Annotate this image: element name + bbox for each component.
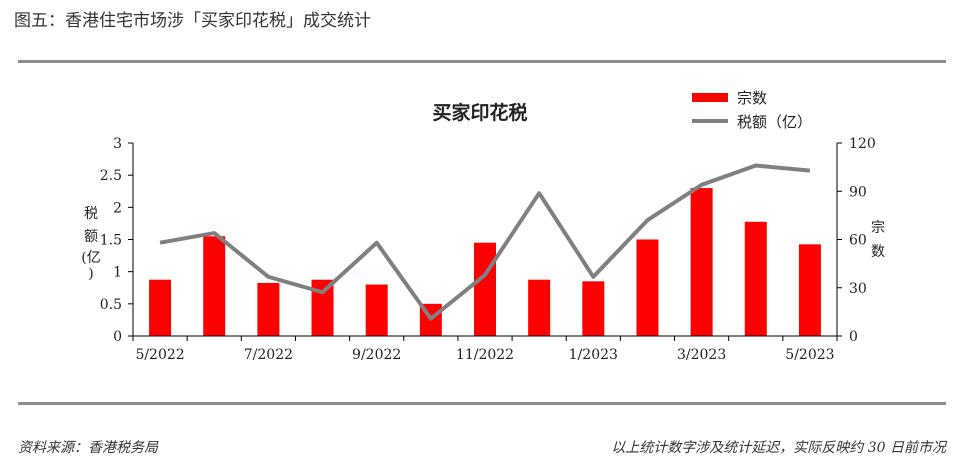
left-tick-label: 2.5: [100, 168, 122, 184]
top-rule: [18, 60, 946, 63]
chart-title: 买家印花税: [432, 101, 527, 124]
right-axis-ticks: 0 30 60 90 120: [837, 136, 876, 345]
x-axis-ticks: 5/2022 7/2022 9/2022 11/2022 1/2023 3/2023 5/2…: [132, 336, 838, 363]
right-tick-label: 60: [849, 233, 867, 249]
legend-bar-label: 宗数: [737, 89, 767, 107]
x-tick-label: 5/2023: [785, 347, 834, 363]
x-tick-label: 11/2022: [456, 347, 514, 363]
left-axis-label: 税额 (亿): [81, 206, 100, 282]
right-tick-label: 120: [849, 136, 876, 152]
right-axis-label: 宗数: [871, 220, 885, 260]
right-tick-label: 90: [849, 184, 867, 200]
bar-6/2022: [203, 236, 226, 336]
legend-bar-swatch: [692, 93, 728, 102]
right-axis-label-char: 宗: [871, 220, 885, 236]
left-axis-label-char: 额: [84, 229, 98, 245]
bar-8/2022: [311, 279, 334, 336]
left-tick-label: 0: [113, 329, 122, 345]
bar-5/2023: [798, 244, 821, 336]
bar-5/2022: [149, 279, 172, 336]
bottom-rule: [18, 402, 946, 405]
bar-11/2022: [474, 242, 496, 336]
left-tick-label: 2: [113, 200, 122, 216]
x-tick-label: 1/2023: [569, 347, 618, 363]
x-tick-label: 9/2022: [352, 347, 401, 363]
left-axis-label-char: ): [88, 266, 93, 282]
x-tick-label: 7/2022: [244, 347, 293, 363]
bar-7/2022: [257, 282, 280, 336]
x-tick-label: 5/2022: [135, 347, 184, 363]
left-axis-ticks: 0 0.5 1 1.5 2 2.5 3: [100, 136, 133, 345]
bar-12/2022: [528, 279, 551, 336]
right-tick-label: 30: [849, 281, 867, 297]
bar-4/2023: [744, 221, 767, 336]
left-tick-label: 0.5: [100, 297, 122, 313]
left-tick-label: 1: [113, 265, 122, 281]
legend: 宗数 税额（亿）: [692, 89, 812, 131]
x-tick-label: 3/2023: [677, 347, 726, 363]
legend-line-label: 税额（亿）: [737, 113, 812, 131]
left-tick-label: 1.5: [100, 233, 122, 249]
right-axis-label-char: 数: [871, 244, 885, 260]
bar-9/2022: [365, 284, 388, 336]
source-note: 资料来源：香港税务局: [18, 440, 158, 456]
right-tick-label: 0: [849, 329, 858, 345]
bar-3/2023: [690, 188, 713, 336]
footnote: 以上统计数字涉及统计延迟，实际反映约 30 日前市况: [611, 440, 946, 456]
bar-1/2023: [582, 281, 605, 336]
figure-title: 图五：香港住宅市场涉「买家印花税」成交统计: [14, 11, 371, 31]
tax-amount-line: [159, 163, 811, 321]
bar-2/2023: [636, 239, 659, 336]
left-axis-label-char: 税: [84, 206, 98, 222]
left-axis-label-char: (亿: [81, 250, 100, 266]
left-tick-label: 3: [113, 136, 122, 152]
